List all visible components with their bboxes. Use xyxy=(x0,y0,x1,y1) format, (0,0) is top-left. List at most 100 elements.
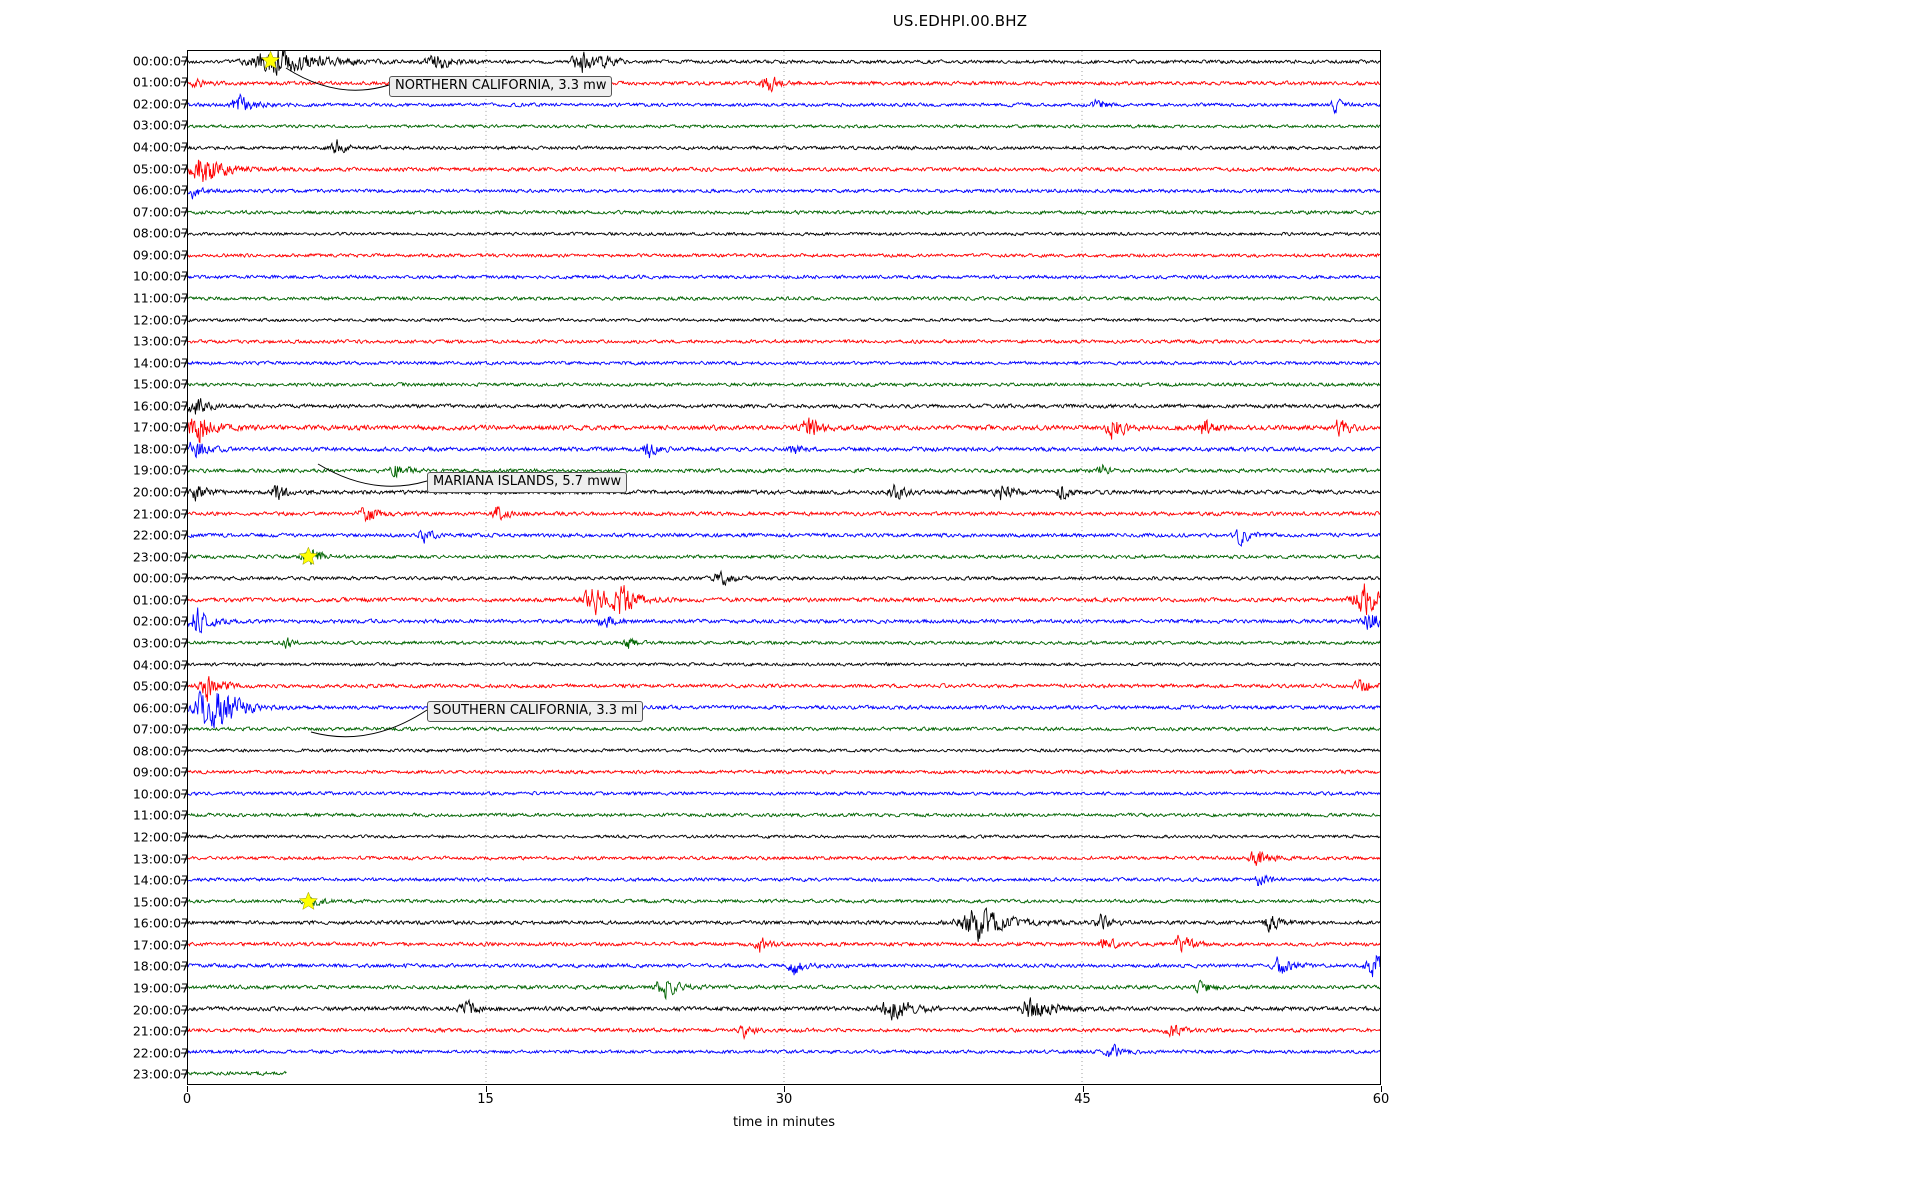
y-tick-mark xyxy=(181,319,187,321)
y-tick-label: 06:00:07 xyxy=(132,700,189,716)
y-tick-label: 20:00:07 xyxy=(132,484,189,500)
y-tick-label: 06:00:07 xyxy=(132,182,189,198)
x-tick-label: 45 xyxy=(1074,1092,1091,1107)
seismic-trace xyxy=(188,93,1380,115)
y-tick-label: 21:00:07 xyxy=(132,1023,189,1039)
seismic-trace xyxy=(188,295,1380,302)
y-tick-mark xyxy=(181,642,187,644)
seismic-trace xyxy=(188,874,1380,886)
event-annotation-label[interactable]: MARIANA ISLANDS, 5.7 mww xyxy=(427,472,628,493)
y-tick-label: 00:00:07 xyxy=(132,53,189,69)
y-tick-label: 01:00:07 xyxy=(132,592,189,608)
y-tick-mark xyxy=(181,1052,187,1054)
y-tick-label: 12:00:07 xyxy=(132,312,189,328)
y-tick-mark xyxy=(181,232,187,234)
seismic-trace xyxy=(188,607,1380,634)
seismic-trace xyxy=(188,637,1380,649)
y-tick-mark xyxy=(181,362,187,364)
x-tick-mark xyxy=(784,1086,785,1092)
y-tick-label: 00:00:07 xyxy=(132,570,189,586)
y-tick-label: 16:00:07 xyxy=(132,398,189,414)
y-tick-mark xyxy=(181,836,187,838)
seismic-trace xyxy=(188,209,1380,216)
y-tick-label: 17:00:07 xyxy=(132,937,189,953)
seismic-trace xyxy=(188,907,1380,942)
seismic-trace xyxy=(188,186,1380,200)
seismic-trace xyxy=(188,123,1380,129)
y-tick-label: 17:00:07 xyxy=(132,419,189,435)
y-tick-label: 05:00:07 xyxy=(132,678,189,694)
y-tick-mark xyxy=(181,901,187,903)
y-tick-mark xyxy=(181,448,187,450)
y-tick-mark xyxy=(181,81,187,83)
y-tick-label: 08:00:07 xyxy=(132,743,189,759)
y-tick-label: 03:00:07 xyxy=(132,635,189,651)
seismic-trace xyxy=(188,529,1380,547)
event-annotation-label[interactable]: SOUTHERN CALIFORNIA, 3.3 ml xyxy=(427,701,644,722)
x-tick-label: 30 xyxy=(775,1092,793,1107)
y-tick-label: 23:00:07 xyxy=(132,1066,189,1082)
y-tick-label: 22:00:07 xyxy=(132,1045,189,1061)
y-tick-label: 03:00:07 xyxy=(132,117,189,133)
y-tick-mark xyxy=(181,793,187,795)
y-tick-mark xyxy=(181,124,187,126)
y-tick-mark xyxy=(181,750,187,752)
x-tick-label: 0 xyxy=(182,1092,192,1107)
seismic-trace xyxy=(188,812,1380,818)
event-annotation-label[interactable]: NORTHERN CALIFORNIA, 3.3 mw xyxy=(389,76,613,97)
y-tick-mark xyxy=(181,577,187,579)
seismic-trace xyxy=(188,381,1380,388)
seismic-trace xyxy=(188,850,1380,866)
seismic-trace xyxy=(188,896,1380,907)
y-tick-mark xyxy=(181,60,187,62)
y-tick-mark xyxy=(181,664,187,666)
y-tick-mark xyxy=(181,879,187,881)
seismic-trace xyxy=(188,954,1380,978)
y-tick-mark xyxy=(181,944,187,946)
seismic-trace xyxy=(188,979,1380,1001)
y-tick-mark xyxy=(181,1009,187,1011)
y-tick-mark xyxy=(181,1073,187,1075)
y-tick-label: 22:00:07 xyxy=(132,527,189,543)
y-tick-mark xyxy=(181,189,187,191)
seismic-trace xyxy=(188,834,1380,839)
y-tick-label: 15:00:07 xyxy=(132,894,189,910)
y-tick-mark xyxy=(181,858,187,860)
y-tick-mark xyxy=(181,728,187,730)
seismic-trace xyxy=(188,690,1380,729)
y-tick-label: 09:00:07 xyxy=(132,247,189,263)
x-tick-mark xyxy=(1381,1086,1382,1092)
seismic-trace xyxy=(188,1070,287,1076)
y-tick-mark xyxy=(181,1030,187,1032)
y-tick-mark xyxy=(181,426,187,428)
seismic-trace xyxy=(188,338,1380,345)
y-tick-mark xyxy=(181,987,187,989)
y-tick-mark xyxy=(181,556,187,558)
seismic-trace xyxy=(188,51,1380,76)
seismic-trace xyxy=(188,139,1380,154)
seismic-trace xyxy=(188,441,1380,459)
y-tick-label: 13:00:07 xyxy=(132,333,189,349)
seismic-trace xyxy=(188,231,1380,237)
y-tick-label: 14:00:07 xyxy=(132,355,189,371)
seismic-trace xyxy=(188,274,1380,280)
y-tick-mark xyxy=(181,922,187,924)
seismic-trace xyxy=(188,726,1380,732)
y-tick-label: 23:00:07 xyxy=(132,549,189,565)
y-tick-label: 07:00:07 xyxy=(132,721,189,737)
y-tick-mark xyxy=(181,383,187,385)
page-title: US.EDHPI.00.BHZ xyxy=(892,12,1028,30)
seismic-trace xyxy=(188,483,1380,502)
y-tick-mark xyxy=(181,620,187,622)
y-tick-mark xyxy=(181,599,187,601)
y-tick-mark xyxy=(181,965,187,967)
y-tick-mark xyxy=(181,211,187,213)
plot-area xyxy=(187,50,1381,1085)
seismic-trace xyxy=(188,769,1380,775)
seismic-trace xyxy=(188,398,1380,415)
seismic-trace xyxy=(188,676,1380,702)
y-tick-mark xyxy=(181,469,187,471)
x-tick-mark xyxy=(187,1086,188,1092)
y-tick-mark xyxy=(181,146,187,148)
